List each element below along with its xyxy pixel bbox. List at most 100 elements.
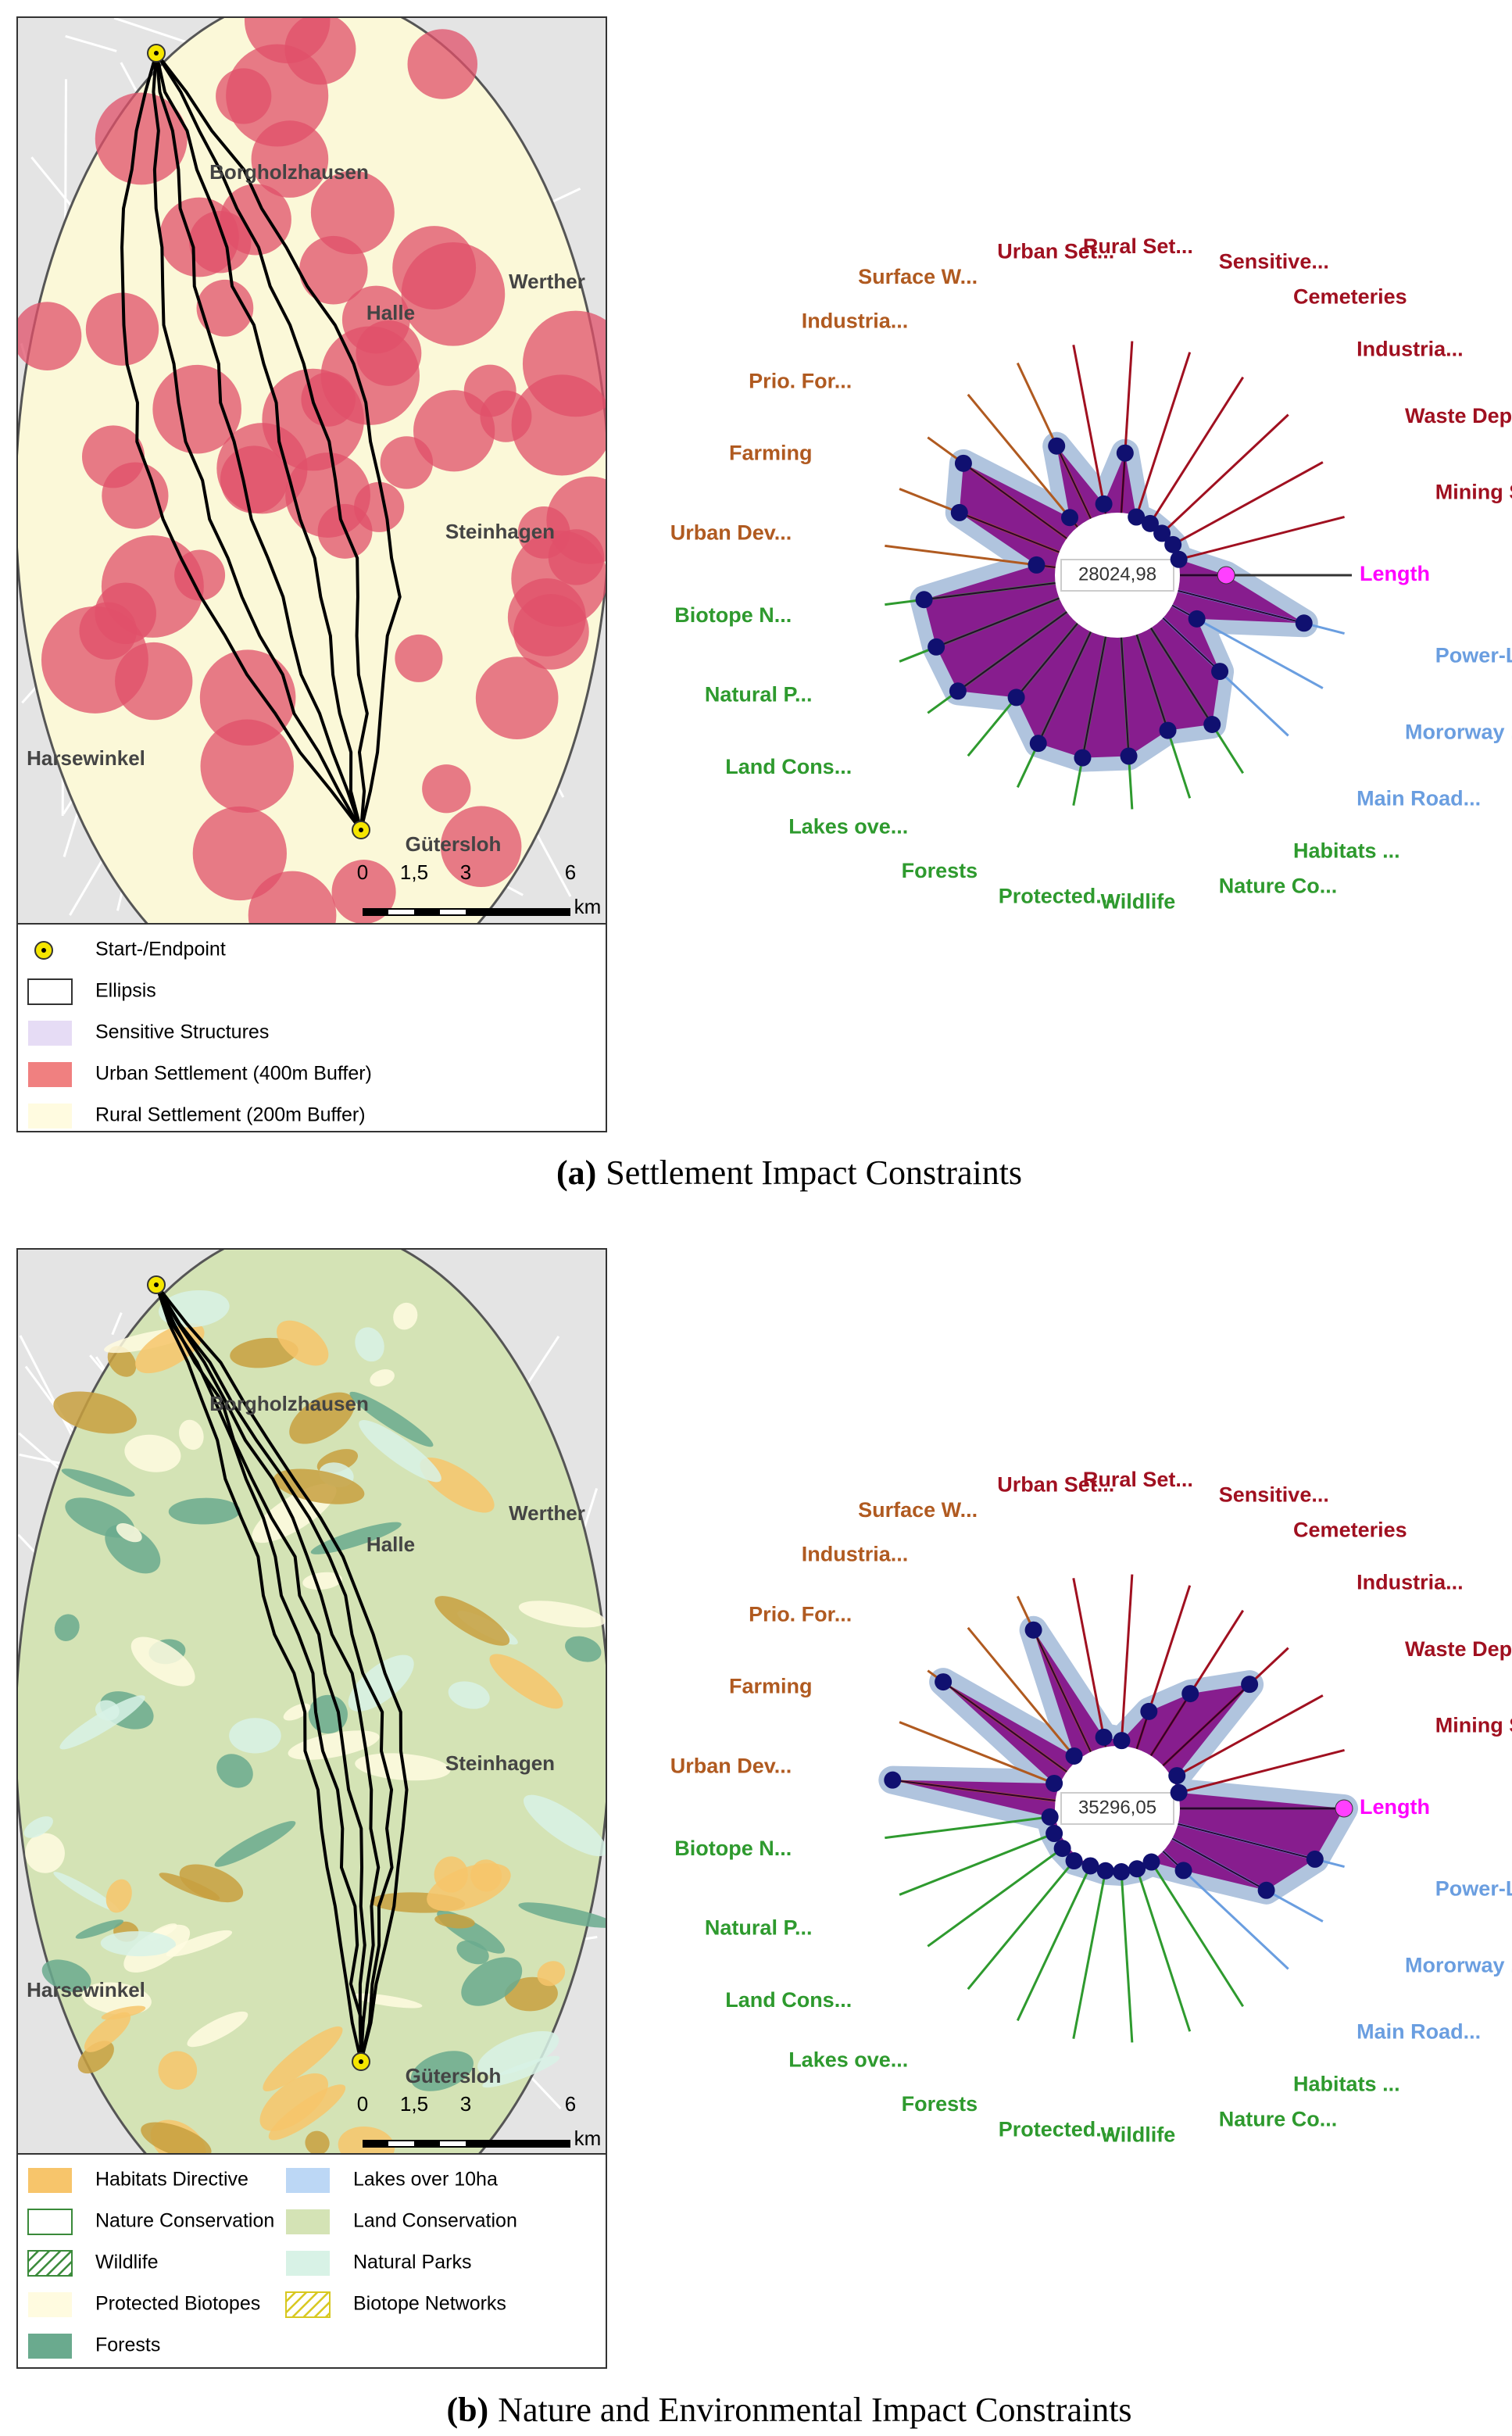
urban-settlement (380, 436, 434, 489)
urban-settlement (475, 656, 559, 740)
spoke-label: Urban Dev... (670, 1754, 792, 1777)
radar-dot (1046, 1825, 1063, 1843)
radar-dot (1153, 524, 1171, 542)
urban-settlement (310, 170, 395, 255)
scale-unit: km (574, 2127, 602, 2150)
scale-label: 0 (357, 860, 368, 884)
scale-bar (363, 908, 570, 916)
spoke (885, 1815, 1056, 1840)
endpoint-dot (359, 828, 363, 832)
spoke-label: Cemeteries (1293, 285, 1407, 309)
scale-label: 3 (460, 860, 471, 884)
nature-area (305, 2130, 330, 2154)
radar-dot (1113, 1863, 1131, 1881)
nature-area (448, 1681, 490, 1709)
spoke (1178, 1748, 1345, 1794)
nature-area (489, 1654, 563, 1709)
urban-settlement (251, 120, 329, 198)
route (155, 1284, 381, 2062)
route (155, 1283, 394, 2062)
radar-dot (949, 682, 967, 700)
caption: (a) Settlement Impact Constraints (556, 1154, 1022, 1192)
radar-dot (1181, 1685, 1199, 1703)
radar-dot (1241, 1676, 1259, 1694)
spoke-label: Sensitive... (1219, 250, 1329, 274)
route (155, 1284, 364, 2062)
legend-swatch (286, 2251, 330, 2276)
place-name: Steinhagen (445, 520, 555, 543)
spoke-label: Waste Dep... (1405, 1637, 1512, 1661)
radar-dot (1170, 1783, 1188, 1801)
route (155, 1283, 409, 2062)
nature-area (141, 2122, 212, 2154)
nature-area (288, 1730, 380, 1760)
route (155, 52, 402, 831)
road (111, 1312, 123, 1336)
radar-dot (1217, 566, 1235, 585)
radar-dot (1120, 747, 1138, 765)
spoke (1171, 1694, 1324, 1780)
legend-swatch (28, 1021, 72, 1046)
nature-area (434, 1913, 475, 1929)
spoke (1016, 1864, 1092, 2022)
spoke-label: Forests (902, 859, 978, 882)
scale-label: 3 (460, 2092, 471, 2116)
urban-settlement (17, 302, 82, 370)
spoke-label: Urban Set... (997, 240, 1114, 263)
urban-settlement (101, 535, 204, 638)
radar-dot (1028, 556, 1046, 574)
nature-area (289, 1392, 355, 1444)
radar-dot (884, 1771, 902, 1789)
scale-bar (440, 910, 466, 914)
spoke-label: Mining Sites (1435, 1714, 1512, 1737)
spoke (1072, 1869, 1107, 2039)
urban-settlement (285, 453, 370, 538)
urban-settlement (159, 197, 239, 277)
map: Borgholzhausen Halle Werther Steinhagen Hars… (17, 1249, 606, 2154)
urban-settlement (196, 279, 254, 337)
radar-dot (1159, 721, 1177, 739)
spoke-label: Main Road... (1357, 2020, 1481, 2044)
spoke-label: Length (1360, 562, 1430, 585)
radar-dot (1128, 1860, 1146, 1878)
place-name: Halle (366, 1533, 415, 1556)
radar-dot (1306, 1850, 1324, 1868)
urban-settlement (220, 445, 288, 513)
urban-settlement (356, 320, 422, 386)
legend-swatch (286, 2209, 330, 2234)
spoke-label: Urban Set... (997, 1473, 1114, 1497)
spoke (967, 1855, 1079, 1991)
route (155, 52, 369, 831)
urban-settlement (200, 719, 294, 814)
spoke-label: Power-Lin... (1435, 644, 1512, 667)
nature-area (348, 1654, 414, 1712)
urban-settlement (192, 806, 287, 901)
nature-area (518, 1902, 606, 1928)
spoke (1171, 461, 1324, 546)
center-box (1060, 559, 1174, 592)
spoke-label: Protected... (999, 885, 1113, 908)
radar-dot (1168, 1767, 1186, 1785)
legend-label: Forests (95, 2334, 160, 2356)
nature-area (187, 2011, 248, 2048)
center-box (1060, 1792, 1174, 1825)
radar-dot (1007, 689, 1025, 706)
radar-dot (1065, 1747, 1083, 1765)
urban-settlement (81, 425, 145, 488)
legend-label: Lakes over 10ha (353, 2169, 498, 2191)
place-name: Werther (509, 270, 585, 293)
spoke-label: Land Cons... (725, 1988, 852, 2012)
nature-area (53, 1872, 120, 1912)
endpoint-dot (154, 51, 159, 55)
spoke (1120, 1870, 1134, 2043)
radar-dot (1024, 1621, 1042, 1639)
nature-area (359, 1420, 441, 1483)
radar-dot (1065, 1852, 1083, 1870)
legend-label: Protected Biotopes (95, 2293, 260, 2315)
spoke (967, 1626, 1079, 1762)
legend-swatch (28, 2168, 72, 2193)
nature-area (310, 1522, 402, 1554)
spoke (899, 1830, 1060, 1896)
legend-swatch (28, 2292, 72, 2317)
